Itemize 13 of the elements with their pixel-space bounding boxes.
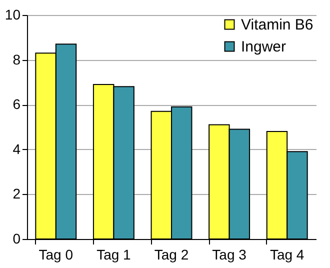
x-tick-label: Tag 1 [96,246,132,262]
y-tick-label: 2 [12,186,21,202]
x-tick-label: Tag 3 [212,246,247,262]
x-tick-label: Tag 2 [154,246,189,262]
x-tick-label: Tag 4 [270,246,304,262]
legend-label: Vitamin B6 [241,16,314,34]
y-tick-label: 6 [12,96,21,112]
y-tick-label: 0 [12,230,21,246]
y-tick-label: 4 [12,140,21,157]
y-tick-label: 8 [12,51,21,68]
y-tick-label: 10 [4,6,21,22]
legend-label: Ingwer [241,38,286,56]
x-tick-label: Tag 0 [38,246,74,262]
